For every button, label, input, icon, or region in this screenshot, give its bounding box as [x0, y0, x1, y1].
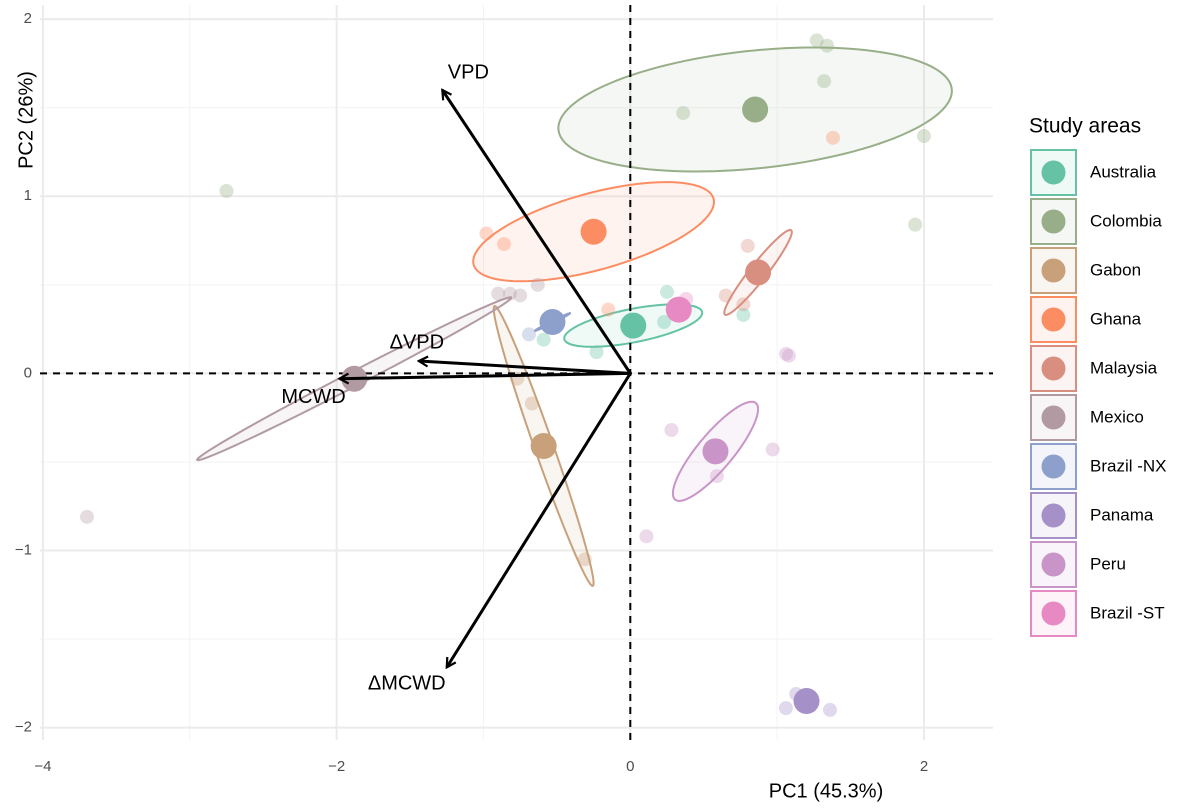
legend-marker — [1041, 601, 1066, 626]
legend-label: Australia — [1090, 162, 1157, 181]
point — [825, 130, 840, 145]
x-axis-title: PC1 (45.3%) — [769, 780, 884, 802]
legend-marker — [1041, 258, 1066, 283]
legend-label: Panama — [1090, 505, 1154, 524]
point — [601, 302, 616, 317]
point — [530, 277, 545, 292]
loading-label: MCWD — [281, 386, 345, 408]
y-tick-label: 2 — [24, 10, 32, 27]
legend-label: Ghana — [1090, 309, 1142, 328]
y-tick-label: 1 — [24, 187, 32, 204]
point — [536, 332, 551, 347]
point — [778, 701, 793, 716]
legend-label: Mexico — [1090, 407, 1144, 426]
point — [577, 552, 592, 567]
x-tick-label: −2 — [328, 758, 345, 775]
centroid — [580, 218, 607, 245]
centroid — [793, 688, 820, 715]
point — [521, 327, 536, 342]
centroid — [742, 96, 769, 123]
loading-label: ΔMCWD — [368, 673, 446, 695]
legend-label: Gabon — [1090, 260, 1141, 279]
point — [781, 348, 796, 363]
legend-label: Brazil -ST — [1090, 603, 1165, 622]
point — [589, 345, 604, 360]
point — [809, 33, 824, 48]
point — [639, 529, 654, 544]
centroid — [620, 312, 647, 339]
legend-label: Colombia — [1090, 211, 1162, 230]
centroid — [539, 309, 566, 336]
point — [736, 297, 751, 312]
x-tick-label: 0 — [626, 758, 634, 775]
point — [657, 315, 672, 330]
point — [718, 288, 733, 303]
loading-arrow — [340, 371, 631, 378]
y-tick-label: 0 — [24, 364, 32, 381]
point — [660, 284, 675, 299]
point — [765, 442, 780, 457]
centroid — [530, 433, 557, 459]
point — [497, 237, 512, 252]
point — [219, 183, 234, 198]
legend-key — [1030, 590, 1077, 637]
legend-marker — [1041, 209, 1066, 234]
point — [820, 38, 835, 53]
legend-label: Peru — [1090, 554, 1126, 573]
legend-marker — [1041, 160, 1066, 185]
point — [664, 423, 679, 438]
point — [524, 396, 539, 411]
x-tick-label: 2 — [920, 758, 928, 775]
point — [916, 129, 931, 144]
loading-label: ΔVPD — [390, 331, 444, 353]
point — [908, 217, 923, 232]
legend-marker — [1041, 307, 1066, 332]
point — [823, 702, 838, 717]
point — [709, 469, 724, 484]
loading-arrow — [442, 90, 632, 375]
point — [479, 226, 494, 241]
legend-marker — [1041, 552, 1066, 577]
point — [736, 307, 751, 322]
point — [740, 238, 755, 253]
y-tick-label: −1 — [15, 541, 32, 558]
loading-arrow — [419, 361, 631, 375]
x-tick-label: −4 — [34, 758, 51, 775]
y-axis-title: PC2 (26%) — [15, 71, 37, 169]
centroid — [665, 296, 692, 323]
point — [513, 288, 528, 303]
loading-arrow — [445, 372, 632, 667]
legend-key — [1030, 541, 1077, 588]
loading-label: VPD — [448, 61, 489, 83]
point — [817, 74, 832, 89]
point — [676, 106, 691, 121]
legend-marker — [1041, 356, 1066, 381]
legend-marker — [1041, 454, 1066, 479]
legend-label: Brazil -NX — [1090, 456, 1167, 475]
legend-marker — [1041, 503, 1066, 528]
legend-marker — [1041, 405, 1066, 430]
centroid — [702, 438, 729, 465]
point — [491, 286, 506, 301]
legend-label: Malaysia — [1090, 358, 1158, 377]
legend-title: Study areas — [1029, 115, 1141, 138]
point — [778, 346, 793, 361]
point — [79, 509, 94, 524]
point — [502, 286, 517, 301]
centroid — [745, 259, 772, 286]
y-tick-label: −2 — [15, 719, 32, 736]
